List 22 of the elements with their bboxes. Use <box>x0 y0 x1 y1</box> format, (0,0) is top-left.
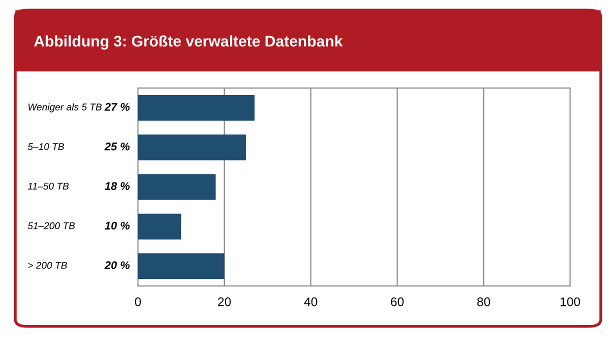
bar <box>138 214 182 240</box>
y-tick-label: 51–200 TB <box>28 222 75 230</box>
x-tick-label: 0 <box>134 297 141 306</box>
bar <box>138 94 255 121</box>
data-label: 27 % <box>104 102 130 111</box>
data-label: 10 % <box>104 222 130 230</box>
y-tick-label: 5–10 TB <box>28 143 64 150</box>
y-tick-label: > 200 TB <box>28 262 67 269</box>
bar <box>138 174 216 200</box>
x-tick-label: 100 <box>560 297 580 306</box>
data-label: 20 % <box>104 261 130 270</box>
x-tick-label: 40 <box>304 297 318 306</box>
x-tick-label: 20 <box>218 297 231 306</box>
y-tick-label: 11–50 TB <box>28 182 69 190</box>
bar <box>138 253 224 280</box>
data-label: 25 % <box>104 142 130 150</box>
bar <box>138 134 246 160</box>
chart-title: Abbildung 3: Größte verwaltete Datenbank <box>34 35 343 50</box>
data-label: 18 % <box>104 182 130 190</box>
x-tick-label: 60 <box>390 297 404 306</box>
x-tick-label: 80 <box>477 297 490 306</box>
y-tick-label: Weniger als 5 TB <box>28 103 102 112</box>
